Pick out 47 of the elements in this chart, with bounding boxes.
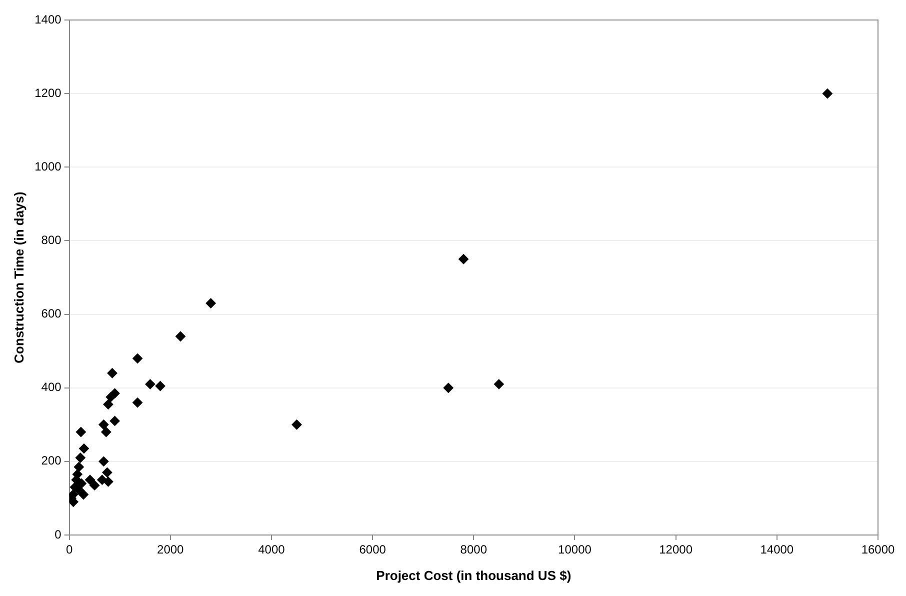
point — [175, 331, 186, 342]
point — [132, 353, 143, 364]
x-tick-label: 14000 — [760, 542, 794, 557]
point — [132, 398, 143, 408]
point — [155, 381, 166, 392]
point — [74, 462, 84, 472]
y-tick-label: 0 — [54, 527, 62, 542]
y-tick-label: 200 — [41, 454, 62, 468]
x-tick-label: 4000 — [258, 542, 286, 557]
point — [78, 444, 89, 454]
point — [90, 480, 100, 490]
y-axis-title: Construction Time (in days) — [11, 192, 26, 364]
point — [98, 420, 109, 430]
x-tick-label: 0 — [66, 542, 73, 557]
y-tick-label: 1200 — [34, 86, 62, 100]
point — [98, 456, 109, 466]
point — [103, 476, 114, 487]
x-tick-label: 2000 — [157, 542, 184, 557]
point — [76, 427, 86, 437]
y-tick-label: 800 — [41, 233, 62, 248]
point — [76, 478, 86, 488]
point — [102, 467, 112, 478]
point — [292, 420, 302, 430]
x-tick-label: 6000 — [359, 542, 386, 557]
y-tick-label: 1000 — [34, 159, 62, 174]
x-tick-label: 12000 — [659, 542, 693, 557]
x-tick-label: 10000 — [558, 542, 592, 557]
point — [106, 392, 116, 402]
x-tick-label: 16000 — [861, 542, 896, 557]
point — [103, 399, 114, 410]
point — [206, 298, 216, 308]
point — [145, 379, 156, 390]
point — [822, 88, 832, 99]
x-tick-label: 8000 — [460, 542, 488, 557]
point — [107, 368, 118, 378]
point — [75, 452, 86, 463]
point — [85, 474, 96, 485]
point — [443, 382, 454, 393]
point — [110, 416, 120, 426]
y-tick-label: 400 — [41, 380, 62, 394]
point — [494, 379, 504, 390]
point — [458, 254, 469, 264]
y-tick-label: 1400 — [34, 12, 62, 26]
y-tick-label: 600 — [41, 306, 62, 321]
point — [101, 427, 112, 437]
x-axis-title: Project Cost (in thousand US $) — [376, 568, 572, 583]
point — [78, 490, 88, 500]
